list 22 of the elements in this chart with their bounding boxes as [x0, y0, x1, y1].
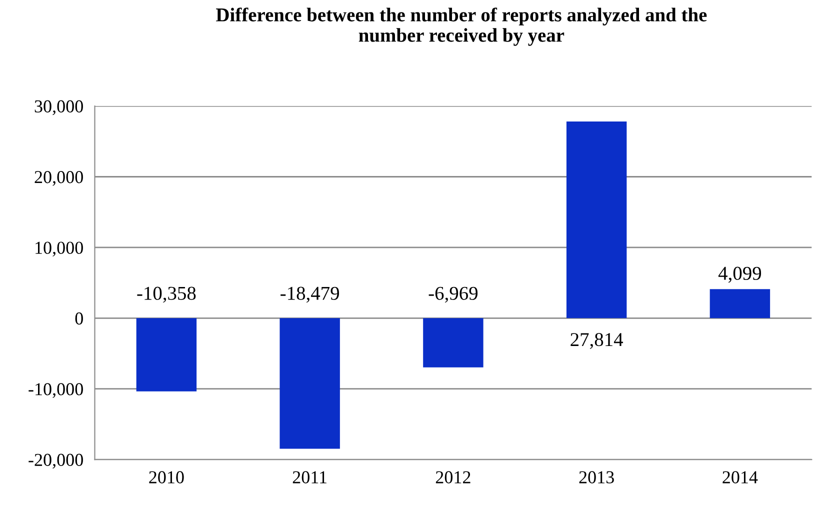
x-tick-label: 2012	[436, 471, 470, 484]
chart-title: Difference between the number of reports analyzed and the number received by year	[216, 8, 707, 46]
data-label: 4,099	[718, 266, 762, 283]
y-tick-label: 0	[75, 312, 83, 325]
bar	[280, 318, 340, 449]
x-tick-label: 2013	[579, 471, 614, 484]
data-label: -18,479	[280, 286, 339, 303]
data-label: -10,358	[137, 286, 196, 303]
y-tick-label: 30,000	[34, 100, 83, 116]
bar	[566, 122, 627, 318]
y-tick-label: -20,000	[28, 454, 83, 469]
y-tick-label: -10,000	[28, 383, 83, 398]
bar	[423, 318, 484, 368]
x-tick-label: 2010	[149, 471, 184, 484]
data-label: 27,814	[570, 333, 624, 349]
x-tick-label: 2014	[722, 471, 758, 484]
bar	[136, 318, 197, 392]
bar	[710, 289, 770, 318]
y-tick-label: 10,000	[36, 242, 83, 256]
x-tick-label: 2011	[292, 471, 326, 484]
y-tick-label: 20,000	[34, 171, 83, 186]
data-label: -6,969	[428, 286, 478, 303]
